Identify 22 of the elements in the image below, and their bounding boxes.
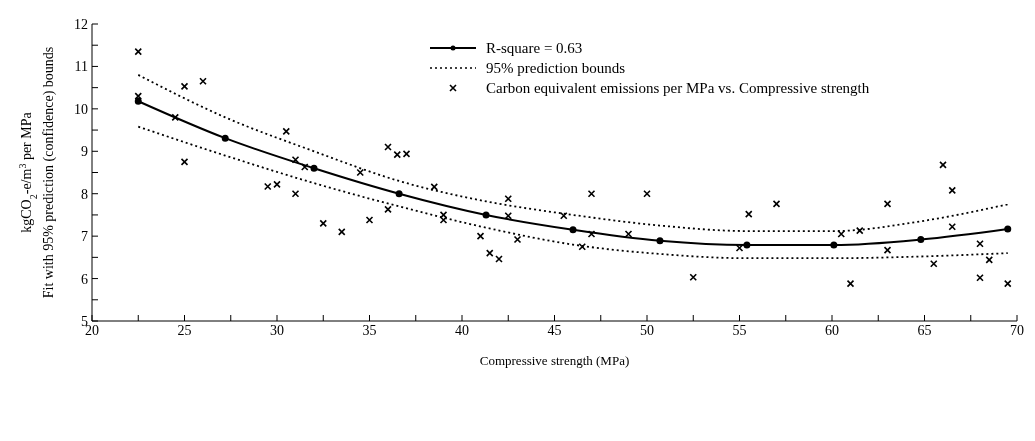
- x-tick-label: 60: [825, 322, 839, 338]
- y-tick-label: 8: [81, 186, 88, 202]
- x-tick-label: 50: [640, 322, 654, 338]
- y-tick-label: 12: [74, 16, 88, 32]
- x-tick-label: 25: [177, 322, 192, 338]
- legend-label: 95% prediction bounds: [486, 59, 626, 77]
- y-tick-label: 11: [74, 59, 88, 75]
- y-tick-label: 7: [81, 229, 88, 245]
- x-tick-label: 30: [270, 322, 284, 338]
- legend-label: Carbon equivalent emissions per MPa vs. Compressive strength: [486, 79, 870, 97]
- y-tick-label: 6: [81, 271, 88, 287]
- x-tick-label: 40: [455, 322, 469, 338]
- y-tick-label: 9: [81, 144, 88, 160]
- legend-label: R-square = 0.63: [486, 39, 583, 57]
- x-tick-label: 35: [362, 322, 377, 338]
- x-tick-label: 45: [547, 322, 562, 338]
- y-tick-label: 10: [74, 101, 88, 117]
- y-tick-label: 5: [81, 313, 88, 329]
- x-tick-label: 65: [917, 322, 932, 338]
- x-tick-label: 55: [732, 322, 747, 338]
- x-axis-title: Compressive strength (MPa): [479, 353, 630, 368]
- x-tick-label: 70: [1010, 322, 1024, 338]
